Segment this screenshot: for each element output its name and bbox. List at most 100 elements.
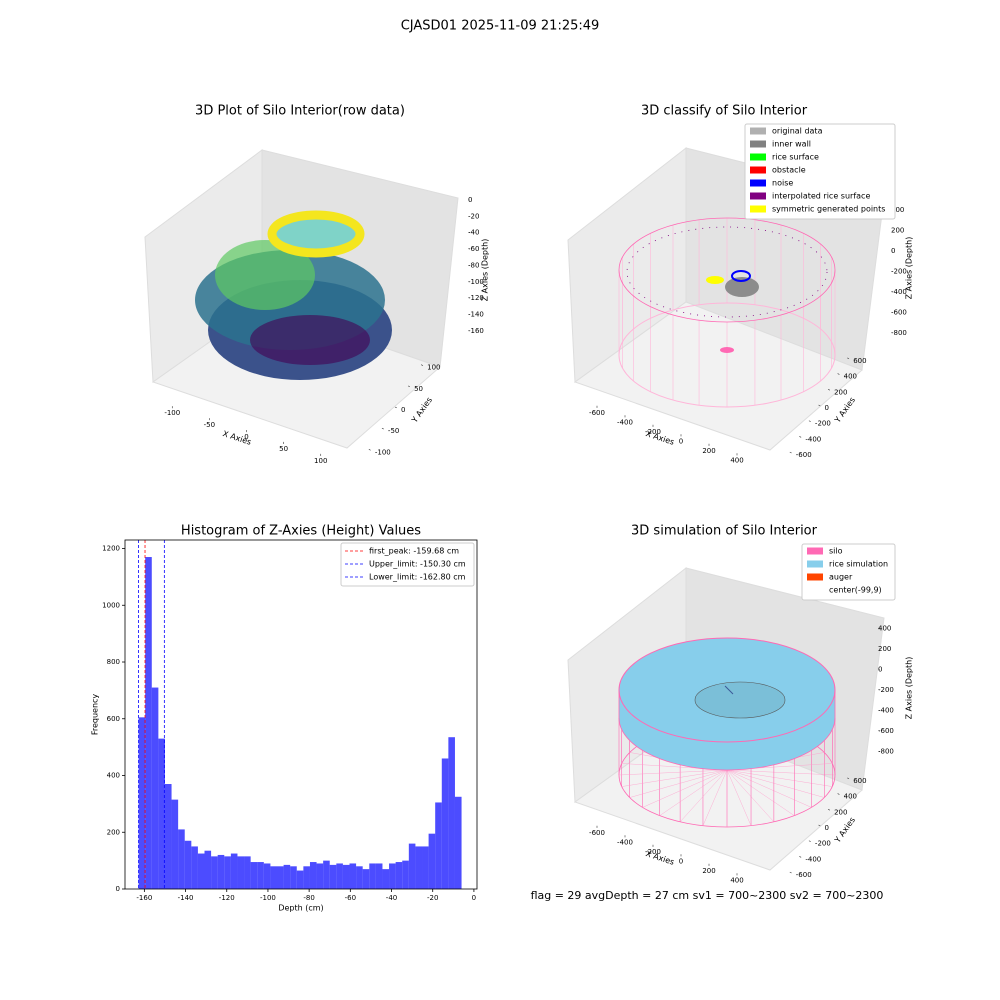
legend-swatch bbox=[750, 127, 766, 135]
y-axis-label: Y Axies bbox=[832, 396, 857, 426]
y-tick-label: 1200 bbox=[102, 545, 120, 553]
legend-label: rice simulation bbox=[829, 560, 888, 569]
bar bbox=[362, 869, 370, 889]
y-tick-label: -50 bbox=[388, 427, 399, 435]
y-tick-label: 1000 bbox=[102, 601, 120, 609]
silo-wire bbox=[629, 769, 728, 798]
legend-swatch bbox=[750, 205, 766, 213]
scatter-cloud bbox=[250, 315, 370, 365]
bar bbox=[145, 557, 152, 889]
z-tick-label: 200 bbox=[891, 227, 904, 235]
status-text: flag = 29 avgDepth = 27 cm sv1 = 700~230… bbox=[531, 889, 884, 902]
y-tick bbox=[847, 357, 850, 360]
legend-label: interpolated rice surface bbox=[772, 192, 870, 201]
y-tick-label: 0 bbox=[401, 406, 405, 414]
x-tick-label: -600 bbox=[589, 409, 605, 417]
silo-wire bbox=[726, 769, 836, 776]
z-axis-label: Z Axies (Depth) bbox=[905, 237, 914, 300]
legend-box bbox=[340, 542, 475, 587]
x-tick-label: 0 bbox=[679, 437, 683, 445]
z-tick-label: -60 bbox=[468, 245, 479, 253]
y-tick-label: -600 bbox=[796, 871, 812, 879]
bar bbox=[395, 862, 403, 889]
z-tick-label: -20 bbox=[468, 212, 479, 220]
legend-label: center(-99,9) bbox=[829, 586, 882, 595]
z-tick-label: -80 bbox=[468, 261, 479, 269]
bar bbox=[349, 863, 357, 889]
bar bbox=[217, 854, 225, 889]
bar bbox=[204, 850, 212, 889]
y-tick-label: 400 bbox=[844, 793, 857, 801]
legend-label: symmetric generated points bbox=[772, 205, 885, 214]
y-tick-label: 600 bbox=[853, 777, 866, 785]
floor-center bbox=[720, 347, 734, 353]
x-tick-label: 50 bbox=[279, 445, 288, 453]
legend-box bbox=[801, 543, 896, 601]
silo-wire bbox=[726, 769, 795, 816]
y-tick bbox=[827, 389, 831, 391]
legend-swatch bbox=[750, 166, 766, 174]
y-axis-label: Y Axies bbox=[832, 816, 857, 846]
silo-wire bbox=[642, 769, 728, 808]
y-tick bbox=[407, 385, 411, 388]
y-tick bbox=[837, 793, 840, 795]
chart-3d: 3D classify of Silo Interior -600 -400 -200… bbox=[567, 104, 914, 464]
pane bbox=[573, 301, 863, 451]
bar bbox=[422, 846, 429, 889]
legend-label: silo bbox=[829, 547, 843, 556]
legend-label: first_peak: -159.68 cm bbox=[369, 547, 459, 556]
silo-wire bbox=[618, 217, 836, 323]
silo-wire bbox=[726, 769, 752, 826]
bar bbox=[290, 866, 297, 889]
z-tick-label: -100 bbox=[468, 278, 484, 286]
legend-swatch bbox=[807, 547, 823, 555]
bar bbox=[237, 856, 245, 889]
y-tick-label: 0 bbox=[825, 404, 829, 412]
z-axis-label: Z Axies (Depth) bbox=[481, 239, 490, 302]
legend-label: rice surface bbox=[772, 153, 819, 162]
y-tick-label: 600 bbox=[853, 357, 866, 365]
y-tick bbox=[818, 404, 821, 407]
y-tick-label: -400 bbox=[805, 855, 821, 863]
bar bbox=[230, 853, 238, 889]
axes-frame bbox=[124, 539, 478, 890]
legend-swatch bbox=[807, 586, 823, 594]
y-tick bbox=[799, 856, 802, 858]
z-tick-label: -200 bbox=[891, 267, 907, 275]
legend-swatch bbox=[750, 192, 766, 200]
z-tick-label: -600 bbox=[891, 308, 907, 316]
x-tick-label: -600 bbox=[589, 829, 605, 837]
bar bbox=[342, 864, 350, 889]
rice-dip bbox=[694, 681, 786, 719]
x-tick-label: -20 bbox=[427, 894, 438, 902]
bar bbox=[138, 717, 146, 889]
bar bbox=[323, 860, 330, 889]
bar bbox=[389, 863, 396, 889]
symmetric-points bbox=[706, 276, 724, 284]
bar bbox=[382, 869, 390, 889]
y-tick-label: 400 bbox=[844, 373, 857, 381]
chart-title: 3D Plot of Silo Interior(row data) bbox=[195, 104, 405, 119]
y-axis-label: Frequency bbox=[91, 694, 100, 736]
x-tick-label: -40 bbox=[386, 894, 397, 902]
legend-label: Upper_limit: -150.30 cm bbox=[369, 560, 466, 569]
x-tick-label: -400 bbox=[617, 418, 633, 426]
y-tick-label: -200 bbox=[815, 840, 831, 848]
legend-label: original data bbox=[772, 127, 823, 136]
bar bbox=[151, 687, 159, 889]
silo-wire bbox=[618, 769, 728, 776]
bar bbox=[171, 799, 179, 889]
bar bbox=[428, 833, 436, 889]
z-tick-label: -800 bbox=[878, 748, 894, 756]
y-tick-label: 200 bbox=[834, 808, 847, 816]
bar bbox=[277, 866, 284, 889]
bar bbox=[197, 853, 205, 889]
x-axis-label: X Axies bbox=[222, 429, 253, 447]
z-tick-label: -400 bbox=[891, 288, 907, 296]
chart-title: 3D simulation of Silo Interior bbox=[631, 524, 818, 539]
bar bbox=[158, 738, 165, 889]
x-tick-label: 0 bbox=[679, 857, 683, 865]
z-tick-label: -40 bbox=[468, 229, 479, 237]
x-tick-label: 0 bbox=[472, 894, 476, 902]
